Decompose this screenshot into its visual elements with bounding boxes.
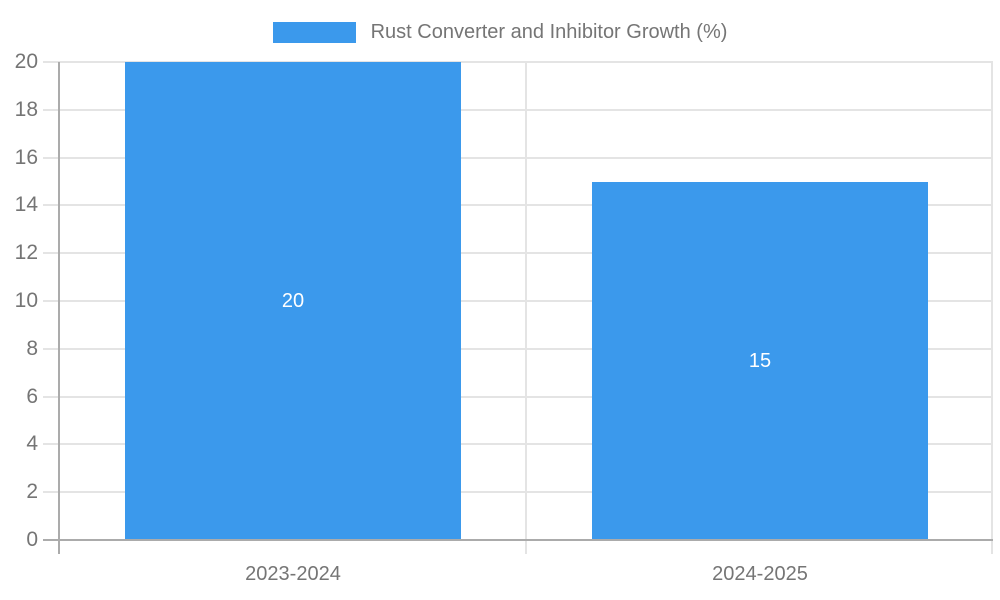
legend-label: Rust Converter and Inhibitor Growth (%) xyxy=(370,21,728,43)
gridline-y-4 xyxy=(43,443,993,445)
gridline-y-2 xyxy=(43,491,993,493)
legend-swatch xyxy=(272,21,356,43)
bar-2024-2025[interactable] xyxy=(592,182,928,541)
gridline-y-18 xyxy=(43,109,993,111)
gridline-y-20 xyxy=(43,61,993,63)
gridline-y-14 xyxy=(43,204,993,206)
y-tick-label-12: 12 xyxy=(14,241,38,264)
gridline-y-16 xyxy=(43,157,993,159)
y-tick-label-0: 0 xyxy=(26,528,38,551)
gridline-x-boundary-2 xyxy=(991,62,993,554)
y-tick-label-20: 20 xyxy=(14,50,38,73)
y-tick-label-18: 18 xyxy=(14,98,38,121)
gridline-y-12 xyxy=(43,252,993,254)
y-axis-line xyxy=(58,62,60,554)
gridline-x-boundary-1 xyxy=(525,62,527,554)
bar-value-label-2024-2025: 15 xyxy=(748,350,772,372)
x-axis-label-2023-2024: 2023-2024 xyxy=(245,563,341,585)
bar-value-label-2023-2024: 20 xyxy=(281,290,305,312)
chart-legend[interactable]: Rust Converter and Inhibitor Growth (%) xyxy=(0,18,1000,46)
x-axis-line xyxy=(43,539,993,541)
y-tick-label-16: 16 xyxy=(14,146,38,169)
y-tick-label-10: 10 xyxy=(14,289,38,312)
gridline-y-6 xyxy=(43,396,993,398)
y-tick-label-4: 4 xyxy=(26,432,38,455)
y-tick-label-6: 6 xyxy=(26,385,38,408)
x-axis-label-2024-2025: 2024-2025 xyxy=(712,563,808,585)
y-tick-label-14: 14 xyxy=(14,193,38,216)
y-tick-label-2: 2 xyxy=(26,480,38,503)
gridline-y-10 xyxy=(43,300,993,302)
gridline-y-8 xyxy=(43,348,993,350)
bar-2023-2024[interactable] xyxy=(125,62,461,540)
y-tick-label-8: 8 xyxy=(26,337,38,360)
